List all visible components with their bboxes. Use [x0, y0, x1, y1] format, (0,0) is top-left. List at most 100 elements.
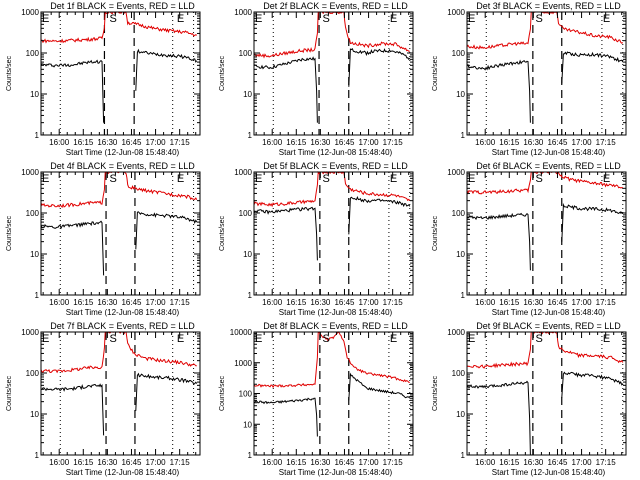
chart-panel-det-7f: Det 7f BLACK = Events, RED = LLD 1 10 100 10…	[6, 321, 201, 477]
e-marker: E	[42, 333, 49, 345]
x-tick-label: 16:15	[499, 138, 520, 147]
x-tick-label: 16:45	[121, 138, 142, 147]
e-marker: E	[603, 13, 610, 25]
x-axis-label: Start Time (12-Jun-08 15:48:40)	[66, 308, 180, 317]
x-axis-label: Start Time (12-Jun-08 15:48:40)	[492, 148, 606, 157]
plot-frame	[253, 171, 414, 296]
y-axis-label: Counts/sec	[432, 215, 439, 251]
y-tick-label: 100	[26, 209, 40, 218]
x-tick-label: 16:00	[475, 138, 496, 147]
x-tick-label: 16:00	[262, 298, 283, 307]
y-axis-label: Counts/sec	[432, 55, 439, 91]
series-line-lld	[40, 11, 198, 44]
e-marker: E	[255, 13, 262, 25]
x-tick-label: 16:45	[547, 138, 568, 147]
s-marker: S	[535, 333, 542, 345]
y-tick-label: 1	[35, 291, 40, 300]
x-tick-label: 17:00	[359, 298, 380, 307]
series-line-lld	[40, 331, 197, 374]
x-axis-label: Start Time (12-Jun-08 15:48:40)	[66, 148, 180, 157]
s-marker: S	[322, 173, 329, 185]
series-line-events	[41, 383, 105, 436]
series-line-events	[253, 56, 318, 123]
y-axis-label: Counts/sec	[6, 55, 13, 91]
x-tick-label: 16:45	[334, 458, 355, 467]
chart-panel-det-6f: Det 6f BLACK = Events, RED = LLD 1 10 100 10…	[432, 161, 627, 317]
series-line-events	[348, 372, 411, 401]
y-tick-label: 10	[30, 410, 39, 419]
series-line-events	[348, 48, 411, 87]
y-tick-label: 1	[35, 131, 40, 140]
y-tick-label: 10	[243, 90, 252, 99]
x-tick-label: 16:30	[310, 298, 331, 307]
s-marker: S	[109, 173, 116, 185]
x-tick-label: 16:30	[523, 298, 544, 307]
plot-frame	[40, 331, 201, 456]
x-tick-label: 16:30	[523, 458, 544, 467]
y-tick-label: 100	[452, 209, 466, 218]
chart-title: Det 5f BLACK = Events, RED = LLD	[263, 161, 408, 171]
chart-title: Det 2f BLACK = Events, RED = LLD	[263, 1, 408, 11]
y-axis-label: Counts/sec	[219, 375, 226, 411]
s-marker: S	[535, 13, 542, 25]
y-tick-label: 10	[243, 420, 252, 429]
x-tick-label: 16:15	[499, 298, 520, 307]
x-tick-label: 16:00	[49, 458, 70, 467]
y-tick-label: 1	[461, 131, 466, 140]
series-line-lld	[40, 171, 198, 209]
x-tick-label: 16:30	[97, 138, 118, 147]
plot-frame	[466, 11, 627, 136]
x-tick-label: 16:15	[499, 458, 520, 467]
series-line-events	[135, 48, 198, 91]
x-tick-label: 16:45	[121, 458, 142, 467]
x-tick-label: 16:30	[97, 458, 118, 467]
e-marker: E	[255, 333, 262, 345]
x-tick-label: 16:15	[73, 138, 94, 147]
y-tick-label: 10	[456, 250, 465, 259]
series-line-events	[135, 211, 198, 250]
s-marker: S	[109, 333, 116, 345]
y-tick-label: 1	[248, 131, 253, 140]
y-tick-label: 100	[26, 369, 40, 378]
x-tick-label: 16:15	[286, 138, 307, 147]
plot-frame	[40, 171, 201, 296]
x-tick-label: 16:30	[310, 138, 331, 147]
y-tick-label: 10	[243, 250, 252, 259]
y-tick-label: 1000	[234, 8, 252, 17]
x-tick-label: 17:00	[572, 298, 593, 307]
chart-title: Det 3f BLACK = Events, RED = LLD	[476, 1, 621, 11]
x-axis-label: Start Time (12-Jun-08 15:48:40)	[279, 468, 393, 477]
y-axis-label: Counts/sec	[432, 375, 439, 411]
x-tick-label: 17:15	[596, 458, 617, 467]
y-tick-label: 100	[452, 369, 466, 378]
s-marker: S	[322, 13, 329, 25]
y-tick-label: 100	[239, 209, 253, 218]
y-tick-label: 10000	[230, 328, 253, 337]
e-marker: E	[42, 13, 49, 25]
series-line-lld	[466, 11, 624, 50]
x-tick-label: 16:00	[49, 138, 70, 147]
e-marker: E	[390, 173, 397, 185]
chart-title: Det 4f BLACK = Events, RED = LLD	[50, 161, 195, 171]
x-tick-label: 17:00	[359, 138, 380, 147]
plot-frame	[40, 11, 201, 136]
x-tick-label: 16:15	[73, 458, 94, 467]
x-tick-label: 16:30	[523, 138, 544, 147]
x-axis-label: Start Time (12-Jun-08 15:48:40)	[492, 468, 606, 477]
series-line-events	[135, 372, 198, 411]
y-tick-label: 1000	[234, 168, 252, 177]
chart-panel-det-4f: Det 4f BLACK = Events, RED = LLD 1 10 100 10…	[6, 161, 201, 317]
series-line-lld	[253, 11, 410, 59]
series-line-events	[466, 59, 531, 123]
x-tick-label: 16:15	[73, 298, 94, 307]
y-tick-label: 100	[239, 390, 253, 399]
x-axis-label: Start Time (12-Jun-08 15:48:40)	[279, 148, 393, 157]
y-tick-label: 1000	[234, 359, 252, 368]
e-marker: E	[468, 173, 475, 185]
series-line-events	[466, 212, 531, 271]
y-axis-label: Counts/sec	[219, 215, 226, 251]
e-marker: E	[390, 13, 397, 25]
x-axis-label: Start Time (12-Jun-08 15:48:40)	[492, 308, 606, 317]
chart-title: Det 1f BLACK = Events, RED = LLD	[50, 1, 195, 11]
series-line-lld	[466, 171, 623, 195]
